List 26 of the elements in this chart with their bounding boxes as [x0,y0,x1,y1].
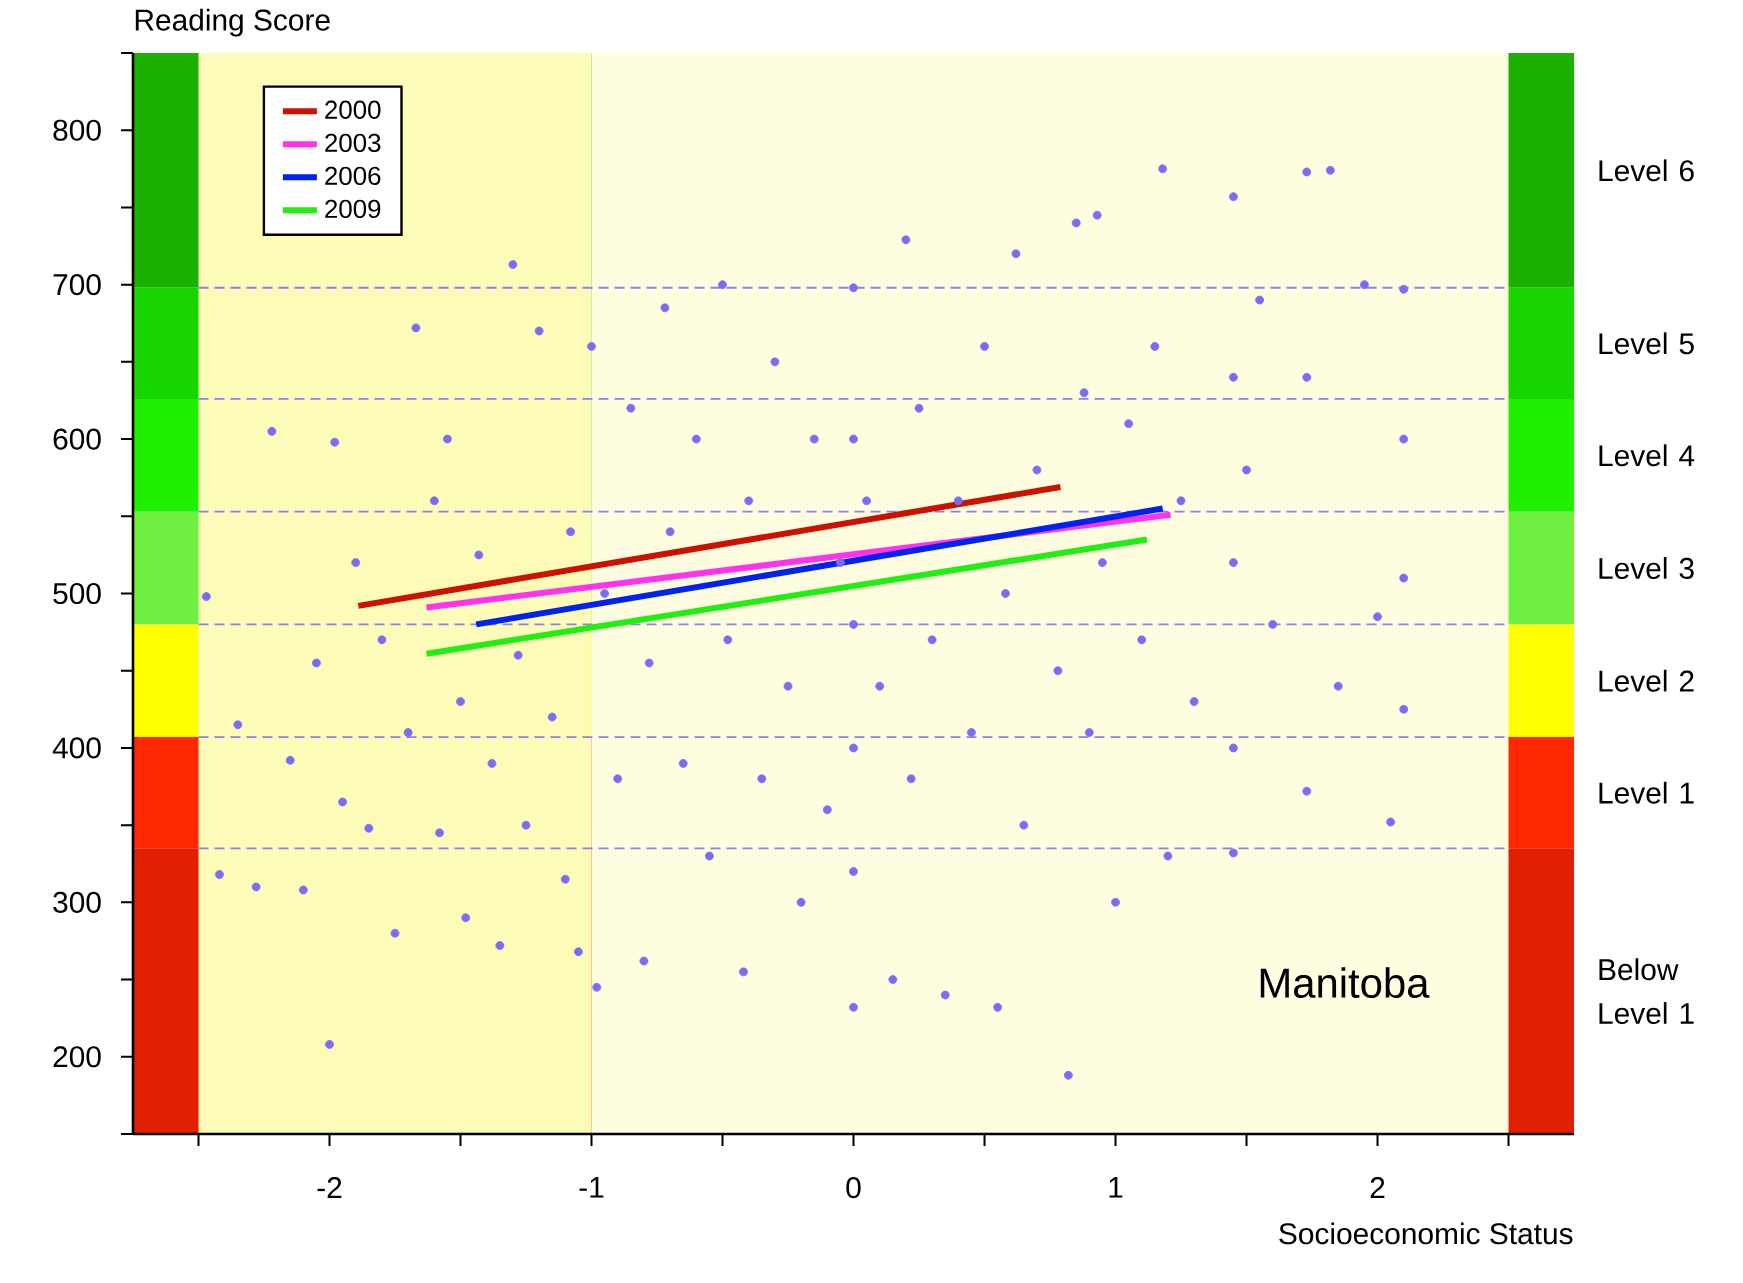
x-tick-label: -1 [579,1177,604,1198]
band-label: Level 3 [1599,557,1694,579]
y-axis-title: Reading Score [135,8,330,37]
legend-label: 2006 [325,166,381,186]
y-tick-label: 600 [53,428,101,450]
y-tick-label: 700 [53,274,101,296]
y-tick-label: 300 [53,891,101,913]
annotation: Manitoba [1260,967,1430,999]
band-label: Level 6 [1599,159,1694,182]
legend-label: 2000 [325,100,381,119]
y-tick-label: 500 [53,582,101,605]
band-label: Below Level 1 [1599,958,1694,1025]
band-label: Level 4 [1599,444,1695,467]
legend-label: 2009 [325,199,381,219]
y-tick-label: 800 [53,119,101,141]
x-tick-label: 0 [846,1177,861,1199]
x-tick-label: -2 [317,1177,342,1198]
band-label: Level 5 [1599,332,1694,355]
x-tick-label: 2 [1370,1177,1385,1198]
legend-label: 2003 [325,133,381,152]
band-label: Level 2 [1599,669,1694,692]
y-tick-label: 200 [53,1046,101,1068]
x-tick-label: 1 [1109,1177,1123,1198]
x-axis-title: Socioeconomic Status [1279,1222,1573,1245]
band-label: Level 1 [1599,781,1694,804]
y-tick-label: 400 [52,737,101,759]
